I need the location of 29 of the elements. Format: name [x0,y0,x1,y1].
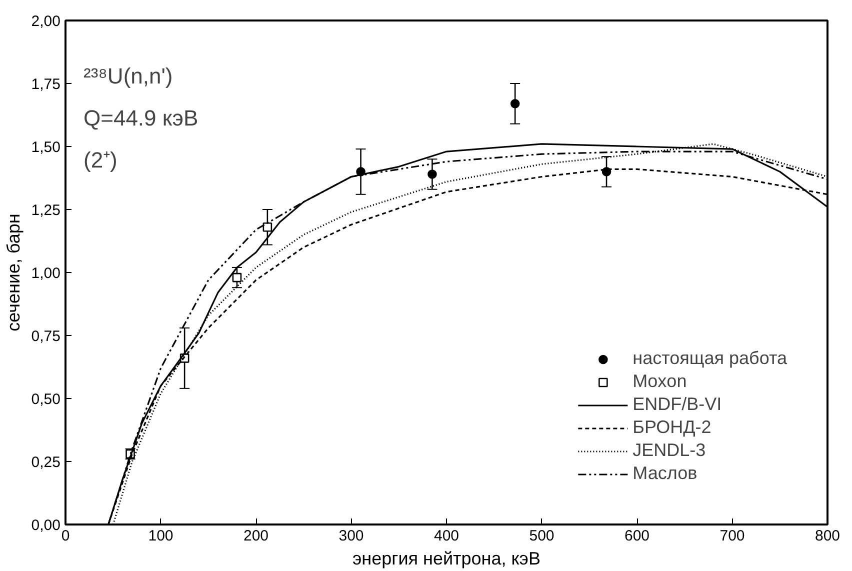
x-tick-label: 500 [529,528,554,544]
y-tick-label: 1,75 [31,76,61,93]
legend-label: БРОНД-2 [632,417,712,438]
legend-label: Маслов [632,463,698,484]
x-tick-label: 300 [338,528,364,544]
x-tick-label: 0 [61,528,70,544]
y-axis-title: сечение, барн [3,214,24,332]
x-tick-label: 800 [814,528,840,544]
x-tick-label: 700 [720,528,745,544]
legend-label: JENDL-3 [632,440,706,461]
y-tick-label: 1,50 [31,139,61,156]
legend-label: Moxon [632,371,687,392]
y-tick-label: 0,25 [31,454,61,471]
y-tick-label: 0,75 [31,328,61,345]
y-tick-label: 1,25 [31,202,61,219]
y-tick-label: 0,50 [31,391,61,408]
annotation: Q=44.9 кэВ [84,106,198,130]
x-tick-label: 400 [434,528,460,544]
y-tick-label: 0,00 [31,517,61,534]
x-tick-label: 600 [624,528,650,544]
annotation: ²³⁸U(n,n') [84,64,173,88]
x-axis-title: энергия нейтрона, кэВ [352,548,541,568]
y-tick-label: 1,00 [31,265,61,282]
x-tick-label: 100 [148,528,174,544]
y-tick-label: 2,00 [31,13,61,30]
legend-label: настоящая работа [632,348,787,369]
x-tick-label: 200 [243,528,269,544]
legend-label: ENDF/B-VI [632,394,722,415]
annotation: (2⁺) [84,148,118,172]
